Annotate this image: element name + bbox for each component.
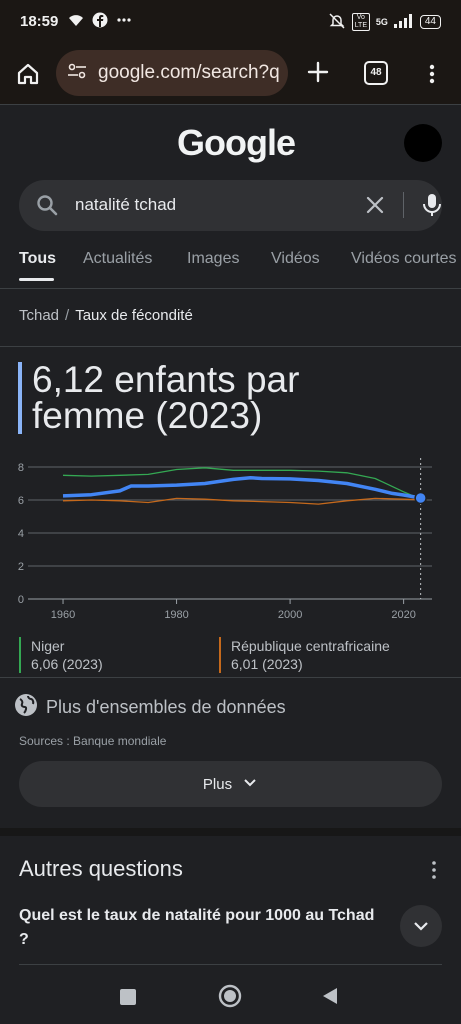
y-tick-label: 2 xyxy=(18,561,24,573)
battery-icon: 44 xyxy=(419,15,441,29)
related-menu-icon[interactable] xyxy=(426,858,442,882)
y-tick-label: 0 xyxy=(18,594,24,606)
search-icon[interactable] xyxy=(35,193,59,217)
sources-text: Sources : Banque mondiale xyxy=(19,734,167,748)
tab-videos-courtes[interactable]: Vidéos courtes xyxy=(351,250,457,267)
fertility-headline: 6,12 enfants par femme (2023) xyxy=(18,361,348,434)
breadcrumb-separator: / xyxy=(65,307,70,324)
search-divider xyxy=(403,192,404,218)
breadcrumb: Tchad / Taux de fécondité xyxy=(19,307,193,324)
toolbar-divider xyxy=(0,104,461,105)
menu-icon[interactable] xyxy=(420,60,444,88)
expand-question-icon[interactable] xyxy=(400,905,442,947)
tab-tous[interactable]: Tous xyxy=(19,250,57,267)
x-tick-label: 2020 xyxy=(391,609,415,621)
status-time: 18:59 xyxy=(20,13,59,30)
mute-icon xyxy=(328,12,346,32)
search-box xyxy=(19,180,442,231)
site-settings-icon[interactable] xyxy=(66,60,88,87)
android-nav-bar xyxy=(0,970,461,1024)
plus-button[interactable]: Plus xyxy=(19,761,442,807)
wifi-icon xyxy=(68,12,84,32)
legend-rca[interactable]: République centrafricaine 6,01 (2023) xyxy=(219,637,390,673)
more-icon xyxy=(116,12,132,32)
new-tab-plus-icon[interactable] xyxy=(304,58,332,86)
search-input[interactable] xyxy=(75,192,335,218)
legend-niger-value: 6,06 (2023) xyxy=(31,656,103,672)
breadcrumb-parent[interactable]: Tchad xyxy=(19,307,60,324)
tab-videos[interactable]: Vidéos xyxy=(271,250,320,267)
more-datasets-link[interactable]: Plus d'ensembles de données xyxy=(14,693,286,722)
network-label: 5G xyxy=(375,17,388,27)
question-divider xyxy=(19,964,442,965)
x-tick-label: 1960 xyxy=(51,609,75,621)
home-nav-icon[interactable] xyxy=(218,984,242,1013)
mic-icon[interactable] xyxy=(421,192,443,218)
breadcrumb-current: Taux de fécondité xyxy=(75,307,193,324)
series-line-r-publique-centrafricaine xyxy=(62,497,421,505)
tab-actualites[interactable]: Actualités xyxy=(83,250,153,267)
y-tick-label: 4 xyxy=(18,528,24,540)
tabs-divider xyxy=(0,288,461,289)
url-bar[interactable]: google.com/search?q xyxy=(56,50,288,96)
facebook-icon xyxy=(92,12,108,32)
x-tick-label: 1980 xyxy=(164,609,188,621)
section-separator xyxy=(0,828,461,836)
x-tick-label: 2000 xyxy=(278,609,302,621)
back-icon[interactable] xyxy=(320,986,340,1011)
signal-icon xyxy=(393,14,414,30)
clear-icon[interactable] xyxy=(363,193,387,217)
avatar[interactable] xyxy=(404,124,442,162)
series-line-tchad xyxy=(62,475,421,500)
url-text[interactable]: google.com/search?q xyxy=(98,62,280,83)
breadcrumb-divider xyxy=(0,346,461,347)
stop-icon[interactable] xyxy=(119,988,137,1011)
legend-divider xyxy=(0,677,461,678)
home-icon[interactable] xyxy=(14,60,42,88)
tabs-icon[interactable]: 48 xyxy=(364,61,388,85)
y-tick-label: 8 xyxy=(18,462,24,474)
series-line-niger xyxy=(62,467,421,500)
current-value-point xyxy=(414,491,427,505)
plus-button-label: Plus xyxy=(202,775,233,793)
legend-niger[interactable]: Niger 6,06 (2023) xyxy=(19,637,103,673)
chevron-down-icon xyxy=(242,774,258,794)
more-datasets-label[interactable]: Plus d'ensembles de données xyxy=(46,697,286,717)
legend-rca-name: République centrafricaine xyxy=(231,638,390,654)
status-bar: 18:59 Vo LTE 5G 44 xyxy=(0,0,461,44)
volte-label: Vo LTE xyxy=(351,13,370,31)
tab-images[interactable]: Images xyxy=(187,250,240,267)
legend-rca-value: 6,01 (2023) xyxy=(231,656,303,672)
active-tab-indicator xyxy=(19,278,54,281)
browser-toolbar: google.com/search?q 48 xyxy=(0,44,461,104)
y-tick-label: 6 xyxy=(18,495,24,507)
related-questions-title: Autres questions xyxy=(19,856,183,881)
globe-icon xyxy=(14,693,38,722)
legend-niger-name: Niger xyxy=(31,638,65,654)
related-question[interactable]: Quel est le taux de natalité pour 1000 a… xyxy=(19,907,375,948)
search-tabs: Tous Actualités Images Vidéos Vidéos cou… xyxy=(0,244,461,284)
fertility-chart: 0 2 4 6 8 1960 1980 2000 2020 xyxy=(18,458,432,621)
google-logo[interactable]: Google xyxy=(177,122,296,163)
